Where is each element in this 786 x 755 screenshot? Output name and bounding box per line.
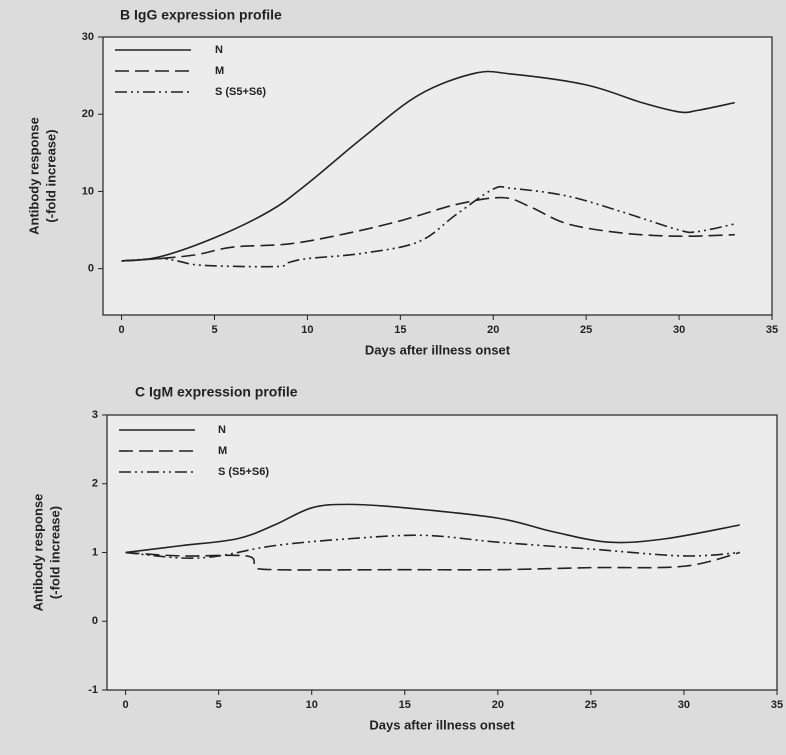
legend-label: M: [218, 445, 227, 457]
legend-label: N: [215, 44, 223, 56]
data-line: [125, 551, 740, 571]
chart-title: C IgM expression profile: [135, 384, 298, 400]
x-tick-label: 0: [119, 324, 125, 336]
x-tick-label: 10: [306, 699, 318, 711]
x-tick-label: 5: [216, 699, 222, 711]
legend-label: S (S5+S6): [215, 86, 266, 98]
x-tick-label: 20: [487, 324, 499, 336]
data-line: [121, 185, 735, 268]
y-tick-label: -1: [88, 684, 98, 696]
x-tick-label: 35: [766, 324, 778, 336]
data-line: [121, 70, 735, 262]
y-tick-label: 1: [92, 546, 98, 558]
plot-area: [102, 36, 773, 316]
data-line: [121, 196, 735, 262]
x-tick-label: 25: [585, 699, 597, 711]
x-tick-label: 5: [211, 324, 217, 336]
x-tick-label: 25: [580, 324, 592, 336]
y-tick-label: 0: [88, 263, 94, 275]
y-axis-label: (-fold increase): [47, 506, 62, 599]
x-tick-label: 10: [301, 324, 313, 336]
x-tick-label: 20: [492, 699, 504, 711]
data-line: [125, 503, 740, 554]
y-axis-label: (-fold increase): [43, 129, 58, 222]
x-tick-label: 30: [678, 699, 690, 711]
y-tick-label: 10: [82, 185, 94, 197]
y-tick-label: 2: [92, 478, 98, 490]
y-tick-label: 3: [92, 409, 98, 421]
data-line: [125, 534, 740, 560]
chart-title: B IgG expression profile: [120, 7, 282, 23]
y-axis-label: Antibody response: [30, 494, 45, 612]
x-tick-label: 0: [123, 699, 129, 711]
legend-label: M: [215, 65, 224, 77]
x-tick-label: 15: [399, 699, 411, 711]
legend-label: N: [218, 424, 226, 436]
x-tick-label: 30: [673, 324, 685, 336]
y-axis-label: Antibody response: [26, 117, 41, 235]
y-tick-label: 20: [82, 108, 94, 120]
y-tick-label: 0: [92, 615, 98, 627]
legend-label: S (S5+S6): [218, 466, 269, 478]
x-tick-label: 35: [771, 699, 783, 711]
x-tick-label: 15: [394, 324, 406, 336]
plot-area: [106, 414, 778, 691]
x-axis-label: Days after illness onset: [369, 717, 515, 732]
y-tick-label: 30: [82, 31, 94, 43]
x-axis-label: Days after illness onset: [365, 342, 511, 357]
